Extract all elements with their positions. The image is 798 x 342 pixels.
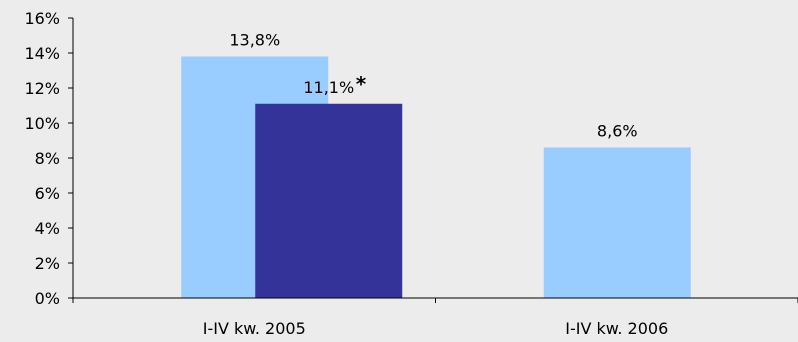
y-tick-label: 6% — [35, 184, 60, 203]
y-tick-label: 0% — [35, 289, 60, 308]
bar — [543, 147, 691, 298]
y-axis: 0% 2% 4% 6% 8% 10% 12% 14% 16% — [24, 9, 74, 308]
y-tick-label: 4% — [35, 219, 60, 238]
y-tick-label: 8% — [35, 149, 60, 168]
bar — [255, 103, 403, 298]
y-tick-label: 14% — [24, 44, 60, 63]
data-labels: 13,8% 11,1% * 8,6% — [229, 31, 637, 141]
y-tick-label: 12% — [24, 79, 60, 98]
bars — [181, 56, 691, 298]
y-tick-label: 10% — [24, 114, 60, 133]
y-tick-label: 2% — [35, 254, 60, 273]
y-tick-label: 16% — [24, 9, 60, 28]
data-label: 11,1% — [303, 78, 354, 97]
annotation-star: * — [356, 72, 367, 96]
category-label: I-IV kw. 2006 — [565, 319, 668, 338]
category-label: I-IV kw. 2005 — [203, 319, 306, 338]
data-label: 13,8% — [229, 31, 280, 50]
data-label: 8,6% — [597, 122, 638, 141]
x-axis: I-IV kw. 2005 I-IV kw. 2006 — [72, 297, 798, 338]
